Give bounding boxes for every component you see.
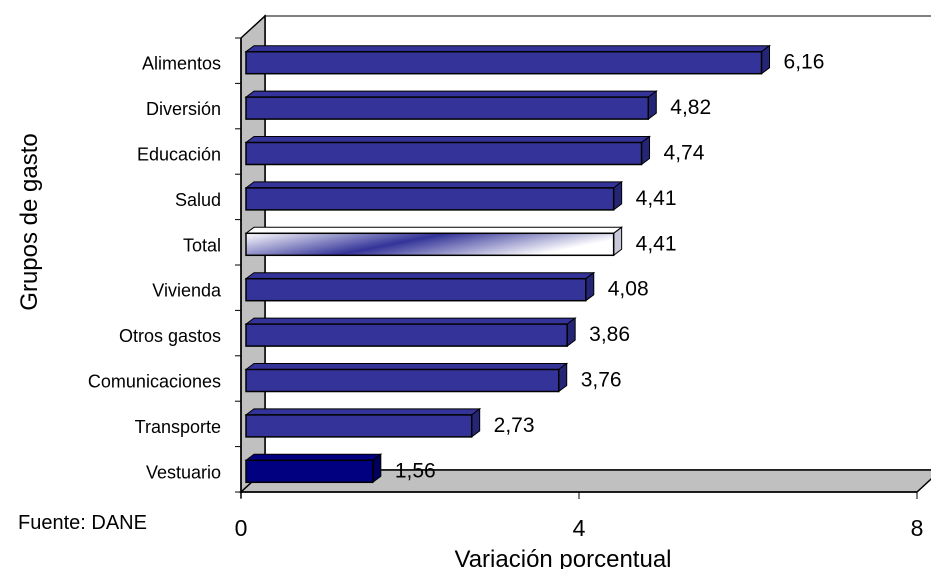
bar-top-face [244, 136, 652, 143]
bar-front-face [245, 277, 587, 302]
bar-vivienda [244, 271, 596, 302]
bar-front-face [245, 141, 643, 166]
bar-top-face [244, 181, 624, 189]
y-axis-title: Grupos de gasto [16, 133, 43, 310]
value-label: 1,56 [395, 459, 436, 482]
category-label: Transporte [135, 417, 221, 437]
bar-top-face [244, 90, 658, 98]
x-axis-title: Variación porcentual [454, 546, 671, 569]
x-tick-labels: 0 4 8 [235, 515, 924, 541]
category-label: Total [183, 235, 221, 255]
value-label: 6,16 [784, 51, 825, 74]
x-tick-label: 8 [911, 515, 924, 541]
bar-front-face [245, 50, 763, 75]
value-label: 4,41 [636, 232, 677, 255]
bar-transporte [244, 407, 482, 438]
bar-comunicaciones [244, 362, 569, 393]
bar-front-face [245, 187, 615, 211]
bar-top-face [244, 317, 577, 325]
bar-front-face [245, 368, 560, 393]
value-label: 3,86 [589, 323, 630, 346]
value-label: 4,74 [664, 142, 705, 165]
bar-top-face [244, 453, 383, 461]
category-label: Vestuario [146, 462, 221, 482]
category-labels: Alimentos Diversión Educación Salud Total Viv… [88, 54, 222, 483]
bar-front-face [245, 96, 650, 120]
value-label: 4,08 [608, 278, 649, 301]
bar-top-face [244, 363, 569, 370]
x-tick-label: 4 [573, 515, 586, 541]
bar-diversión [244, 90, 658, 121]
category-label: Diversión [146, 99, 221, 119]
source-note: Fuente: DANE [18, 512, 147, 534]
value-label: 4,41 [636, 187, 677, 210]
bar-vestuario [244, 453, 383, 484]
bar-top-face [244, 226, 624, 234]
category-label: Comunicaciones [88, 372, 221, 392]
bar-front-face [245, 414, 473, 438]
category-label: Alimentos [142, 54, 221, 74]
value-label: 3,76 [581, 369, 622, 392]
bar-educación [244, 135, 652, 166]
category-label: Educación [137, 145, 221, 165]
bars-group [244, 44, 772, 484]
x-tick-label: 0 [235, 515, 248, 541]
bar-front-face [245, 232, 615, 257]
bar-salud [244, 180, 624, 211]
value-label: 4,82 [670, 96, 711, 119]
bar-top-face [244, 272, 596, 280]
bar-alimentos [244, 44, 772, 75]
category-label: Otros gastos [119, 326, 221, 346]
bar-top-face [244, 45, 772, 53]
value-labels: 6,16 4,82 4,74 4,41 4,41 4,08 3,86 3,76 2,73 1,56 [395, 51, 825, 483]
value-label: 2,73 [494, 414, 535, 437]
bar-front-face [245, 459, 374, 484]
bar-otros-gastos [244, 317, 577, 348]
category-label: Salud [175, 190, 221, 210]
bar-top-face [244, 408, 482, 416]
category-label: Vivienda [152, 281, 222, 301]
bar-front-face [245, 323, 568, 347]
bar-total [244, 226, 624, 257]
